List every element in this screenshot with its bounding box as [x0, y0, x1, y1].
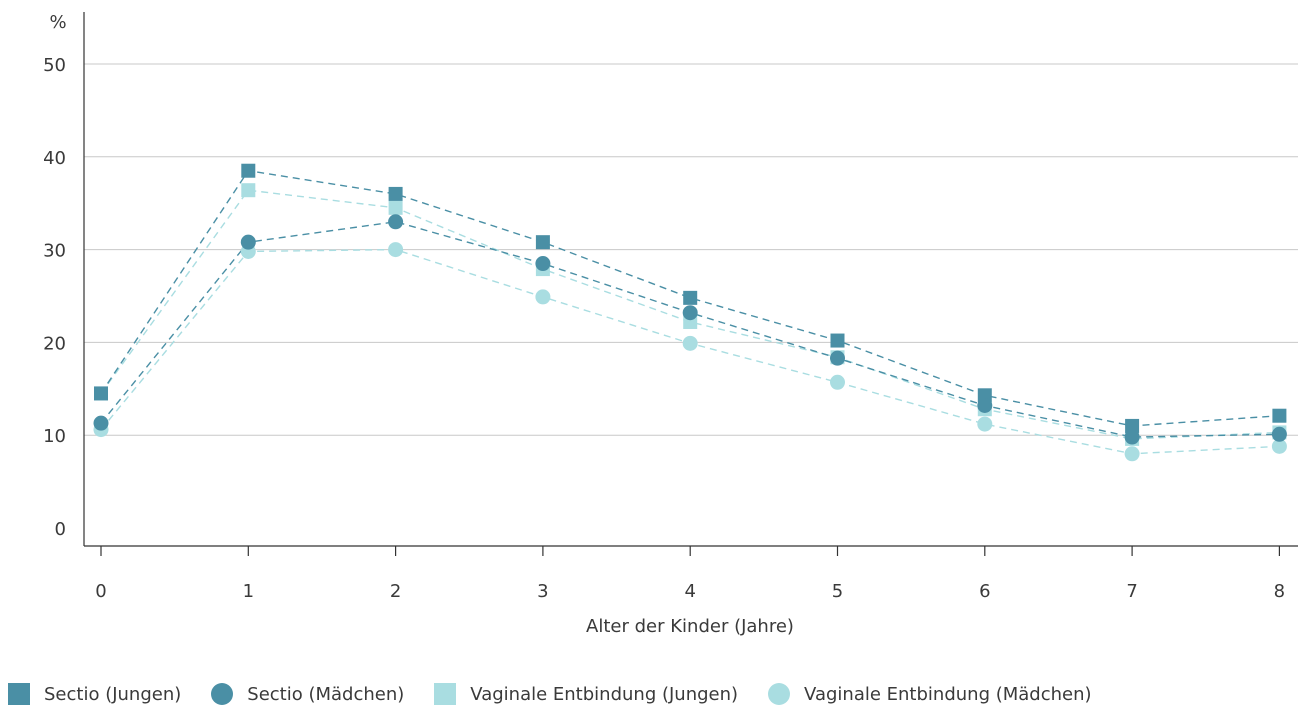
data-point — [240, 234, 256, 250]
data-point — [535, 235, 550, 250]
x-tick-labels: 0 1 2 3 4 5 6 7 8 — [95, 546, 1285, 602]
data-point — [830, 333, 845, 348]
data-point — [241, 183, 256, 198]
legend-item: Vaginale Entbindung (Mädchen) — [768, 683, 1092, 705]
series-line — [100, 221, 1280, 438]
data-point — [977, 388, 992, 403]
data-point — [388, 242, 404, 258]
data-point — [1125, 418, 1140, 433]
x-tick-label: 4 — [684, 581, 695, 602]
y-tick-label: 50 — [43, 55, 66, 76]
legend-item: Sectio (Mädchen) — [211, 683, 404, 705]
series — [93, 163, 1287, 462]
y-tick-label: 30 — [43, 241, 66, 262]
x-tick-label: 2 — [390, 581, 401, 602]
x-tick-label: 1 — [243, 581, 254, 602]
data-point — [682, 305, 698, 321]
x-tick-label: 6 — [979, 581, 990, 602]
data-point — [535, 289, 551, 305]
y-tick-label: 40 — [43, 148, 66, 169]
legend-label: Sectio (Mädchen) — [247, 683, 405, 705]
axes — [83, 12, 1298, 547]
series-line — [100, 248, 1280, 455]
line-chart: 0 10 20 30 40 50 0 1 2 3 4 5 6 7 8 % Alter der Kinder… — [43, 12, 1298, 637]
y-tick-labels: 0 10 20 30 40 50 — [43, 55, 66, 540]
legend-square-marker — [8, 683, 30, 705]
data-point — [241, 163, 256, 178]
data-point — [1271, 438, 1287, 454]
data-point — [977, 398, 993, 414]
x-tick-label: 3 — [537, 581, 548, 602]
x-tick-label: 7 — [1126, 581, 1137, 602]
data-point — [1124, 429, 1140, 445]
data-point — [682, 335, 698, 351]
legend-item: Vaginale Entbindung (Jungen) — [434, 683, 738, 705]
y-unit-label: % — [49, 12, 66, 33]
y-tick-label: 10 — [43, 426, 66, 447]
data-point — [977, 416, 993, 432]
x-tick-label: 8 — [1274, 581, 1285, 602]
x-tick-label: 5 — [832, 581, 843, 602]
data-point — [535, 256, 551, 272]
data-point — [683, 290, 698, 305]
data-point — [1124, 446, 1140, 462]
data-point — [388, 200, 403, 215]
y-tick-label: 0 — [55, 519, 66, 540]
data-point — [830, 374, 845, 390]
legend-square-marker — [434, 683, 457, 705]
y-tick-label: 20 — [43, 333, 66, 354]
legend: Sectio (Jungen) Sectio (Mädchen) Vaginale … — [8, 683, 1122, 705]
legend-circle-marker — [211, 683, 234, 705]
data-point — [1272, 408, 1287, 423]
x-axis-title: Alter der Kinder (Jahre) — [586, 616, 794, 637]
series-line — [100, 189, 1280, 440]
legend-label: Vaginale Entbindung (Jungen) — [470, 683, 739, 705]
legend-label: Vaginale Entbindung (Mädchen) — [804, 683, 1092, 705]
data-point — [388, 186, 403, 201]
gridlines — [84, 63, 1298, 436]
legend-label: Sectio (Jungen) — [44, 683, 182, 705]
legend-circle-marker — [768, 683, 791, 705]
data-point — [94, 386, 108, 401]
data-point — [93, 415, 109, 431]
legend-item: Sectio (Jungen) — [8, 683, 181, 705]
data-point — [830, 350, 845, 366]
data-point — [1271, 426, 1287, 442]
series-line — [100, 169, 1280, 427]
x-tick-label: 0 — [95, 581, 106, 602]
data-point — [388, 214, 404, 230]
